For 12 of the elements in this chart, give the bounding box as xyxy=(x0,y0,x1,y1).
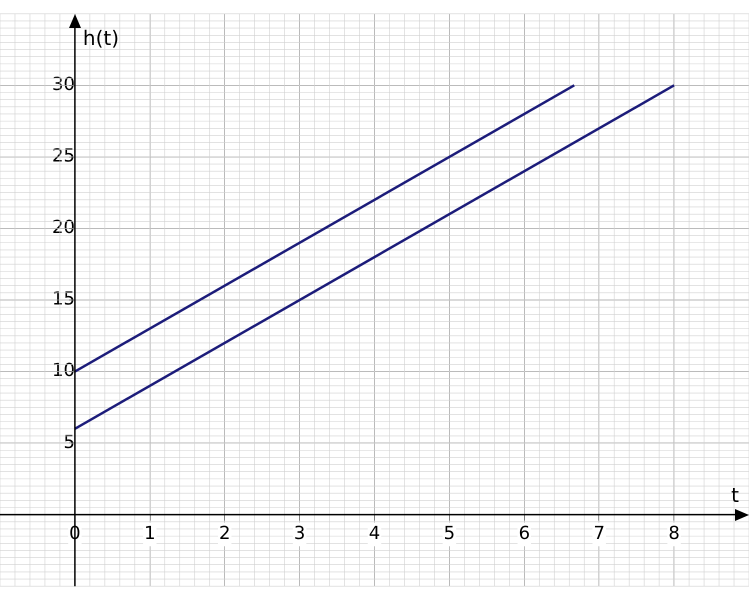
x-tick-label: 3 xyxy=(294,523,306,544)
y-axis-title: h(t) xyxy=(82,26,120,50)
x-tick-label: 7 xyxy=(593,523,605,544)
x-axis-title: t xyxy=(731,482,740,507)
x-tick-label: 4 xyxy=(368,523,380,544)
y-tick-label: 5 xyxy=(63,432,75,453)
x-tick-label: 2 xyxy=(218,523,230,544)
x-tick-label: 1 xyxy=(144,523,156,544)
x-tick-label: 6 xyxy=(518,523,530,544)
x-tick-label: 8 xyxy=(668,523,680,544)
x-tick-label: 5 xyxy=(444,523,456,544)
y-tick-label: 10 xyxy=(52,360,75,382)
